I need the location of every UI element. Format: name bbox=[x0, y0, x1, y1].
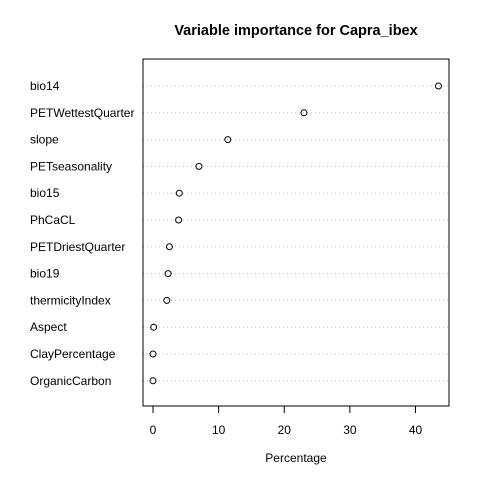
data-point bbox=[163, 296, 171, 304]
data-point bbox=[175, 216, 183, 224]
category-labels: bio14 PETWettestQuarter slope PETseasonalit… bbox=[30, 79, 134, 388]
x-tick-label: 40 bbox=[409, 423, 423, 437]
chart-title: Variable importance for Capra_ibex bbox=[174, 23, 417, 39]
data-point bbox=[164, 270, 172, 278]
x-tick-label: 20 bbox=[278, 423, 292, 437]
x-axis-label: Percentage bbox=[265, 451, 327, 465]
category-label: PhCaCL bbox=[30, 213, 76, 227]
grid-lines bbox=[143, 85, 449, 382]
category-label: bio14 bbox=[30, 79, 60, 93]
data-point bbox=[300, 109, 308, 117]
data-point bbox=[149, 377, 157, 385]
data-point bbox=[175, 189, 183, 197]
category-label: thermicityIndex bbox=[30, 293, 111, 307]
category-label: PETWettestQuarter bbox=[30, 106, 134, 120]
x-axis: 0 10 20 30 40 bbox=[150, 405, 423, 437]
category-label: PETDriestQuarter bbox=[30, 240, 125, 254]
x-tick-label: 30 bbox=[343, 423, 357, 437]
category-label: Aspect bbox=[30, 320, 67, 334]
data-point bbox=[224, 136, 232, 144]
data-points bbox=[149, 82, 442, 385]
category-label: bio15 bbox=[30, 186, 60, 200]
x-tick-label: 10 bbox=[212, 423, 226, 437]
data-point bbox=[195, 162, 203, 170]
category-label: bio19 bbox=[30, 267, 60, 281]
data-point bbox=[165, 243, 173, 251]
data-point bbox=[434, 82, 442, 90]
data-point bbox=[150, 323, 158, 331]
x-tick-label: 0 bbox=[150, 423, 157, 437]
category-label: ClayPercentage bbox=[30, 347, 116, 361]
category-label: PETseasonality bbox=[30, 159, 112, 173]
data-point bbox=[149, 350, 157, 358]
category-label: slope bbox=[30, 133, 59, 147]
category-label: OrganicCarbon bbox=[30, 374, 111, 388]
